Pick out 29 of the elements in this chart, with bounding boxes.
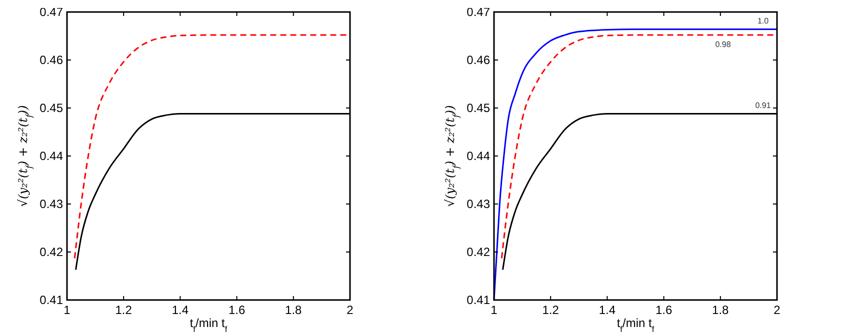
x-tick-label: 1.8	[285, 303, 302, 317]
y-tick-label: 0.45	[466, 101, 490, 115]
y-tick-label: 0.42	[40, 245, 64, 259]
x-tick-label: 2	[346, 303, 354, 317]
series-label: 1.0	[757, 16, 770, 26]
legend-label: 0.91	[755, 100, 772, 110]
y-tick-label: 0.45	[40, 101, 64, 115]
y-tick-label: 0.44	[40, 149, 64, 163]
y-tick-label: 0.46	[40, 53, 64, 67]
x-axis-title: t$_{f}$/min t$_{f}$	[616, 316, 655, 332]
y-tick-label: 0.44	[466, 149, 490, 163]
x-tick-label: 2	[774, 303, 781, 317]
x-tick-label: 1.6	[655, 303, 672, 317]
x-tick-label: 1	[490, 303, 498, 317]
x-tick-label: 1.2	[542, 303, 560, 317]
y-tick-label: 0.41	[40, 293, 64, 307]
x-axis-title: t$_{f}$/min t$_{f}$	[190, 316, 228, 332]
x-tick-label: 1	[64, 303, 71, 317]
y-tick-label: 0.42	[466, 245, 490, 259]
y-tick-label: 0.41	[466, 293, 490, 307]
y-tick-label: 0.43	[40, 197, 64, 211]
x-tick-label: 1.6	[228, 303, 246, 317]
y-tick-label: 0.46	[466, 53, 490, 67]
x-tick-label: 1.2	[115, 303, 132, 317]
x-tick-label: 1.4	[598, 303, 616, 317]
x-tick-label: 1.4	[172, 303, 189, 317]
series-label: 0.98	[715, 40, 732, 50]
y-tick-label: 0.43	[466, 197, 490, 211]
x-tick-label: 1.8	[712, 303, 730, 317]
